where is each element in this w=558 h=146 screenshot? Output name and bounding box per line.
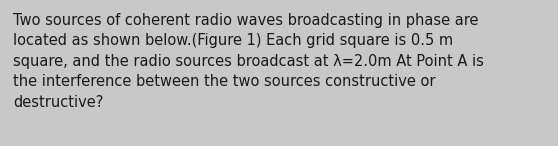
Text: Two sources of coherent radio waves broadcasting in phase are
located as shown b: Two sources of coherent radio waves broa… (13, 13, 484, 110)
